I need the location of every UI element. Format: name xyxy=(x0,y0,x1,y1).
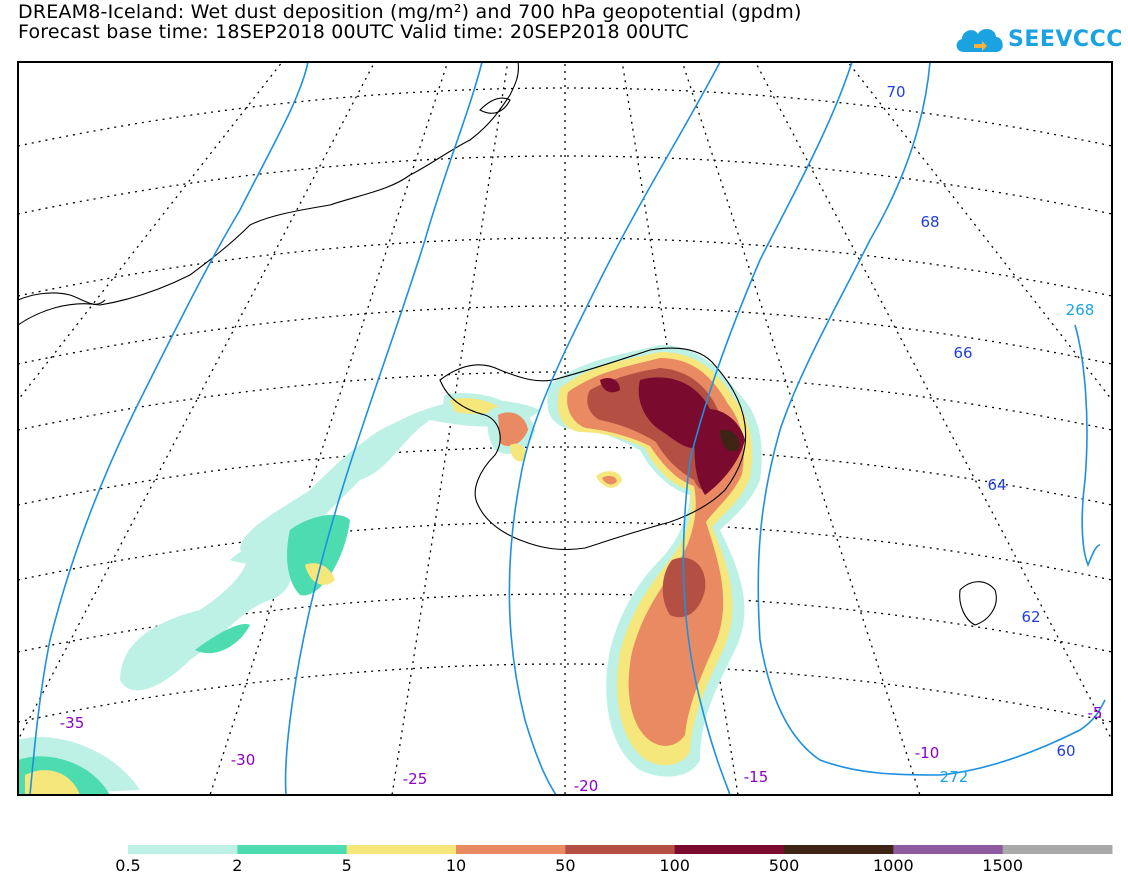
colorbar-segment xyxy=(565,845,676,854)
colorbar-segment xyxy=(346,845,457,854)
dust-deposition-field xyxy=(18,345,762,795)
colorbar-label: 1000 xyxy=(872,856,914,875)
longitude-label-5w: -5 xyxy=(1088,704,1103,722)
forecast-times: Forecast base time: 18SEP2018 00UTC Vali… xyxy=(18,21,689,43)
map-frame xyxy=(17,61,1113,796)
colorbar-label: 500 xyxy=(768,856,800,875)
longitude-label-30w: -30 xyxy=(231,751,256,769)
colorbar-segment xyxy=(674,845,785,854)
geopotential-isolines xyxy=(29,62,1106,795)
colorbar-label: 10 xyxy=(445,856,467,875)
longitude-label-35w: -35 xyxy=(60,714,85,732)
colorbar-segment xyxy=(1002,845,1113,854)
colorbar-label: 50 xyxy=(555,856,576,875)
colorbar-segment xyxy=(893,845,1004,854)
latitude-gridlines xyxy=(18,87,1112,723)
colorbar-segment xyxy=(237,845,348,854)
contour-label-60: 60 xyxy=(1056,742,1075,760)
contour-label-272: 272 xyxy=(940,768,969,786)
map-title: DREAM8-Iceland: Wet dust deposition (mg/… xyxy=(18,1,802,23)
colorbar-label: 100 xyxy=(659,856,690,875)
contour-label-70: 70 xyxy=(886,83,905,101)
seevccc-logo: SEEVCCC xyxy=(952,22,1122,62)
longitude-gridlines xyxy=(18,62,1112,795)
longitude-label-10w: -10 xyxy=(915,744,940,762)
contour-label-62: 62 xyxy=(1021,608,1040,626)
colorbar-label: 0.5 xyxy=(115,856,141,875)
cloud-icon xyxy=(956,28,1003,52)
colorbar-label: 1500 xyxy=(982,856,1024,875)
contour-label-66: 66 xyxy=(953,344,972,362)
contour-label-268: 268 xyxy=(1066,301,1095,319)
logo-text: SEEVCCC xyxy=(1008,27,1123,52)
map-area: 70 68 66 64 62 60 268 272 -35 -30 -25 -2… xyxy=(18,62,1112,795)
colorbar-segment xyxy=(784,845,894,854)
coastline xyxy=(18,62,997,626)
colorbar-segment xyxy=(128,845,238,854)
longitude-label-25w: -25 xyxy=(403,770,428,788)
colorbar-label: 2 xyxy=(232,856,243,875)
longitude-label-15w: -15 xyxy=(744,768,769,786)
contour-label-68: 68 xyxy=(920,213,939,231)
colorbar-segment xyxy=(456,845,566,854)
longitude-label-20w: -20 xyxy=(574,777,599,795)
colorbar xyxy=(128,845,1113,854)
contour-label-64: 64 xyxy=(987,476,1006,494)
colorbar-label: 5 xyxy=(341,856,352,875)
